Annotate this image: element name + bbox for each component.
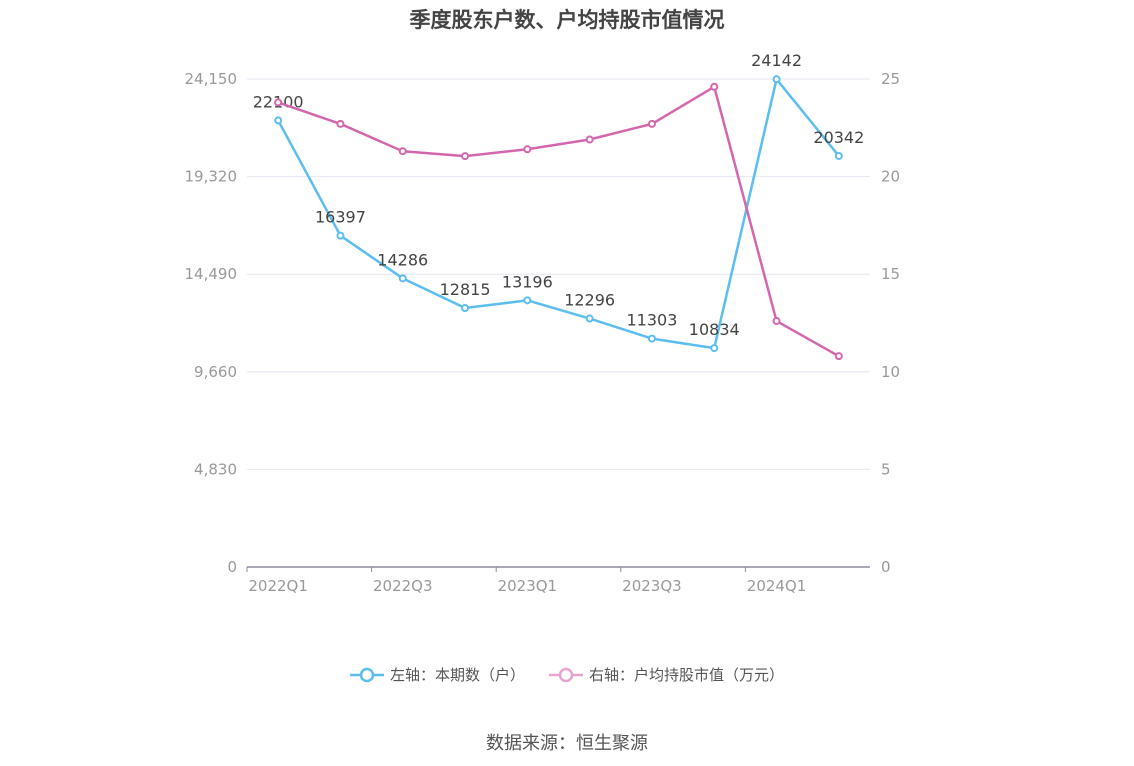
legend-item-right-series[interactable]: 右轴：户均持股市值（万元） [549, 664, 784, 685]
data-point-right [710, 82, 719, 91]
data-point-left [772, 75, 781, 84]
y-right-tick-label: 5 [881, 460, 891, 478]
x-tick-label: 2023Q1 [498, 577, 558, 595]
data-point-right [523, 145, 532, 154]
legend-right-series-icon [549, 667, 583, 682]
data-point-right [834, 352, 843, 361]
y-left-tick-label: 0 [227, 558, 237, 576]
data-point-right [461, 152, 470, 161]
x-tick-label: 2022Q3 [373, 577, 433, 595]
x-tick-label: 2024Q1 [747, 577, 807, 595]
series-line-left [277, 77, 840, 350]
y-right-tick-label: 15 [881, 265, 900, 283]
y-left-tick-label: 9,660 [194, 363, 237, 381]
data-point-right [647, 119, 656, 128]
source-note: 数据来源：恒生聚源 [486, 733, 648, 754]
x-tick-label: 2022Q1 [248, 577, 308, 595]
y-left-tick-label: 19,320 [185, 168, 238, 186]
data-label: 16397 [315, 208, 366, 227]
legend-left-series-label: 左轴：本期数（户） [389, 666, 525, 684]
data-label: 10834 [689, 320, 740, 339]
y-left-tick-label: 14,490 [185, 265, 238, 283]
y-right-tick-label: 10 [881, 363, 900, 381]
data-label: 12296 [564, 291, 615, 310]
data-point-right [585, 135, 594, 144]
data-label: 24142 [751, 51, 802, 70]
data-point-left [585, 314, 594, 323]
y-right-tick-label: 20 [881, 168, 900, 186]
x-tick-label: 2023Q3 [622, 577, 682, 595]
data-point-left [274, 116, 283, 125]
data-point-right [772, 317, 781, 326]
data-point-left [461, 304, 470, 313]
data-point-left [710, 344, 719, 353]
data-point-right [336, 119, 345, 128]
legend-item-left-series[interactable]: 左轴：本期数（户） [349, 664, 525, 685]
chart-title: 季度股东户数、户均持股市值情况 [409, 8, 725, 32]
data-label: 12815 [440, 280, 491, 299]
data-point-left [834, 151, 843, 160]
data-point-right [398, 147, 407, 156]
data-point-left [647, 334, 656, 343]
y-right-tick-label: 25 [881, 70, 900, 88]
data-point-left [523, 296, 532, 305]
data-label: 11303 [626, 311, 677, 330]
data-label: 13196 [502, 272, 553, 291]
data-label: 20342 [813, 128, 864, 147]
y-left-tick-label: 24,150 [185, 70, 238, 88]
series-line-right [277, 85, 840, 358]
data-label: 14286 [377, 250, 428, 269]
data-point-left [398, 274, 407, 283]
data-point-left [336, 231, 345, 240]
legend-left-series-icon [349, 667, 384, 682]
data-point-right [274, 98, 283, 107]
chart-legend: 左轴：本期数（户） 右轴：户均持股市值（万元） [0, 664, 1134, 685]
y-left-tick-label: 4,830 [194, 460, 237, 478]
legend-right-series-label: 右轴：户均持股市值（万元） [589, 666, 785, 684]
y-right-tick-label: 0 [881, 558, 891, 576]
